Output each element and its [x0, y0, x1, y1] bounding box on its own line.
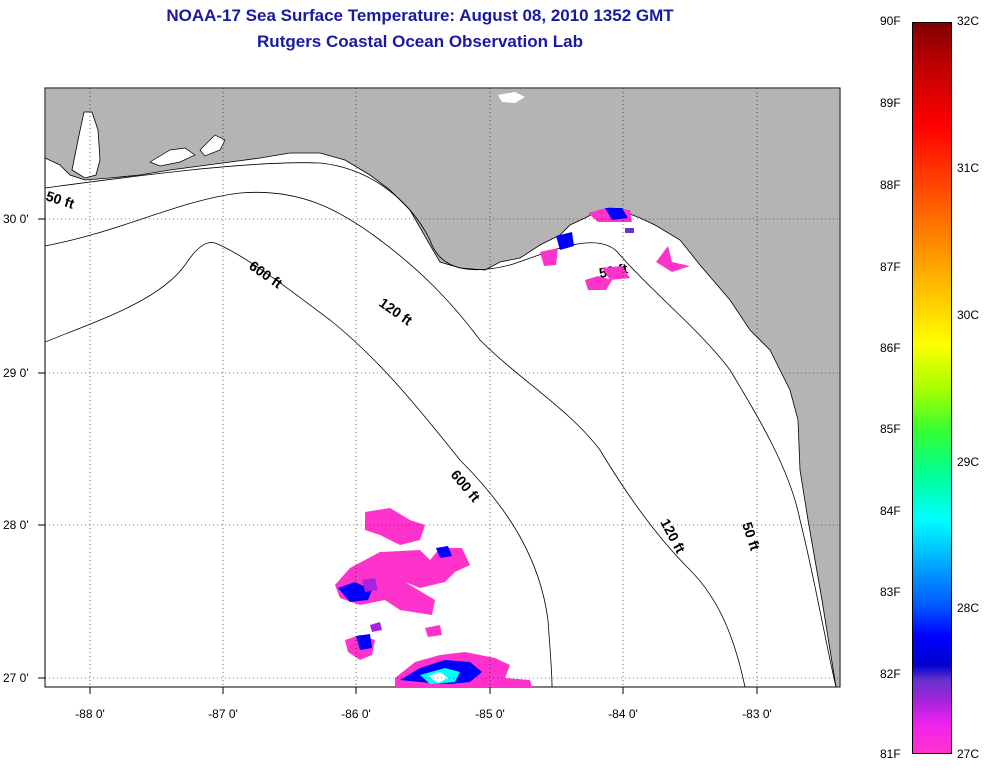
y-tick-label: 27 0' [3, 671, 29, 685]
map-subtitle: Rutgers Coastal Ocean Observation Lab [257, 32, 583, 51]
colorbar-f-label: 82F [880, 667, 901, 681]
x-tick-label: -86 0' [341, 707, 371, 721]
axis-ticks [38, 218, 758, 694]
y-tick-label: 28 0' [3, 518, 29, 532]
x-tick-label: -88 0' [75, 707, 105, 721]
sst-patches-north [540, 207, 690, 290]
colorbar-c-label: 28C [957, 601, 980, 615]
colorbar-f-label: 86F [880, 341, 901, 355]
mobile-bay [71, 111, 101, 179]
colorbar-c-label: 27C [957, 747, 980, 761]
choctaw-bay [199, 134, 226, 157]
grid [45, 88, 840, 687]
map-title: NOAA-17 Sea Surface Temperature: August … [166, 6, 674, 25]
colorbar-c-label: 30C [957, 308, 980, 322]
contour-120ft [44, 191, 746, 688]
x-tick-label: -87 0' [208, 707, 238, 721]
colorbar-f-label: 85F [880, 422, 901, 436]
colorbar-f-label: 89F [880, 96, 901, 110]
x-tick-label: -85 0' [475, 707, 505, 721]
pensacola-bay [149, 147, 196, 167]
y-tick-label: 29 0' [3, 366, 29, 380]
colorbar-c-label: 29C [957, 455, 980, 469]
y-tick-label: 30 0' [3, 212, 29, 226]
land-mass [44, 87, 841, 688]
x-tick-label: -83 0' [742, 707, 772, 721]
x-tick-label: -84 0' [608, 707, 638, 721]
colorbar-f-label: 87F [880, 260, 901, 274]
colorbar-f-label: 90F [880, 14, 901, 28]
colorbar-f-label: 84F [880, 504, 901, 518]
colorbar-f-label: 83F [880, 585, 901, 599]
lake [498, 92, 525, 103]
contour-600ft [44, 242, 553, 688]
colorbar-f-label: 81F [880, 747, 901, 761]
colorbar-c-label: 32C [957, 14, 980, 28]
temperature-colorbar [912, 22, 952, 754]
colorbar-c-label: 31C [957, 161, 980, 175]
colorbar-f-label: 88F [880, 178, 901, 192]
